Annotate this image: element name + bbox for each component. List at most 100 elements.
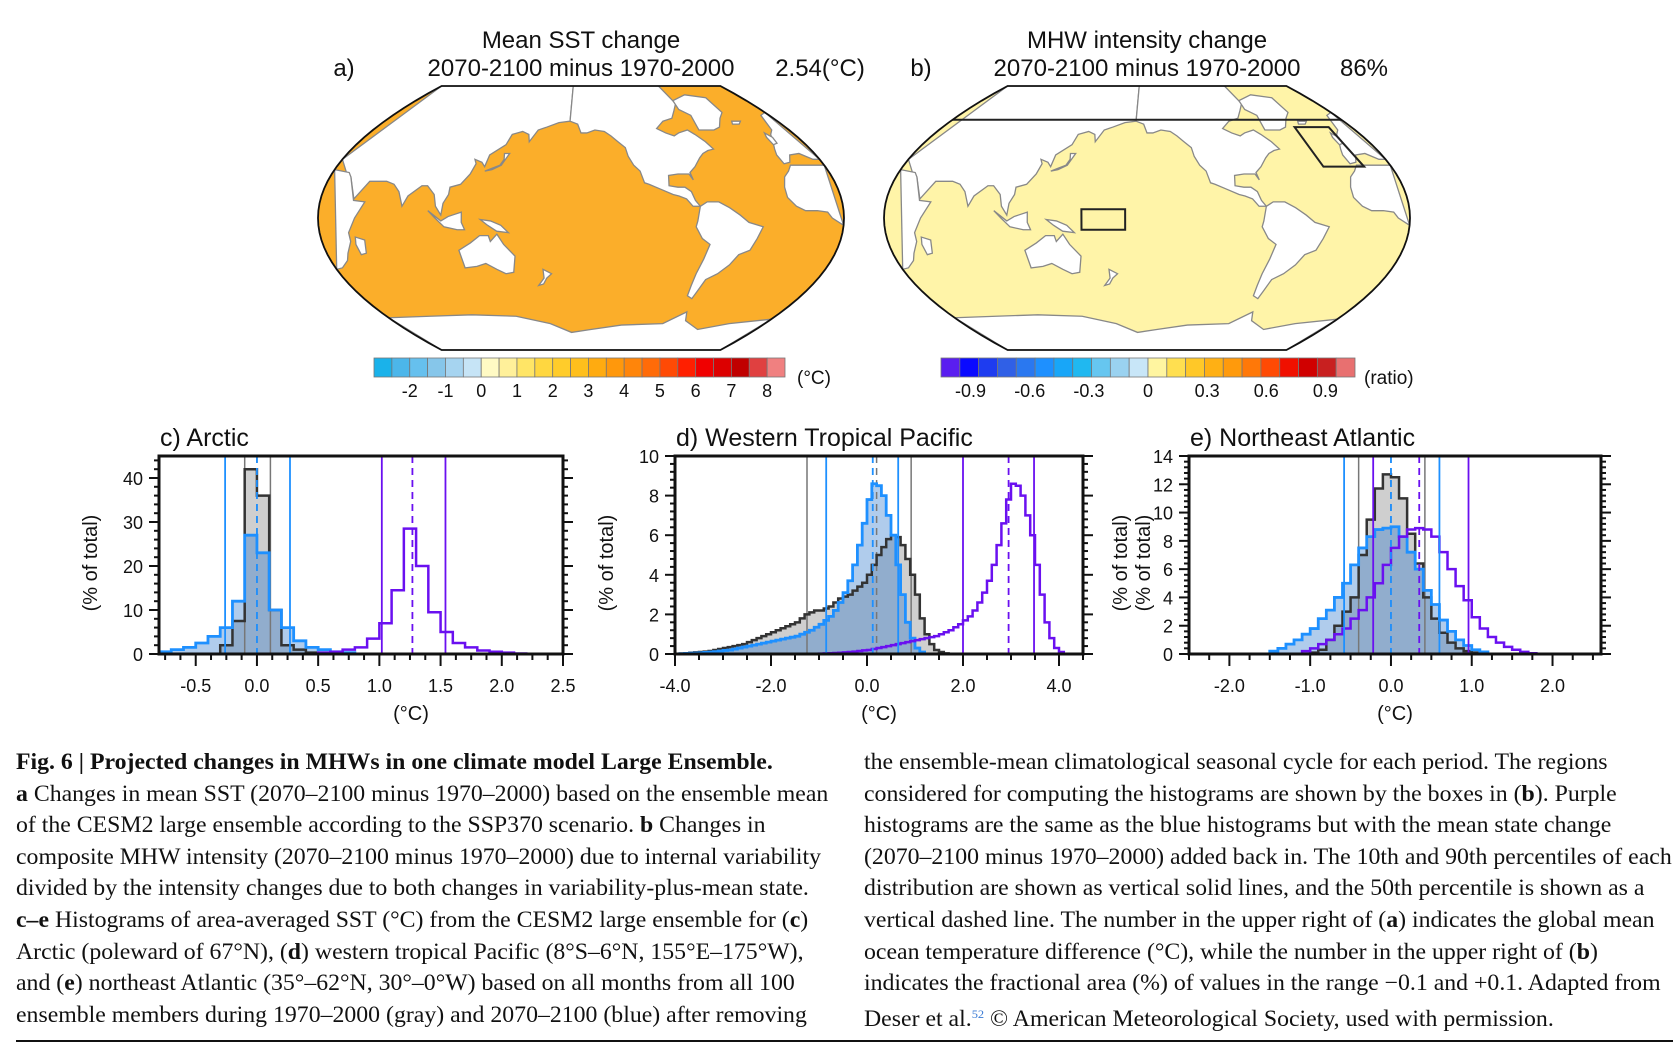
colorbar-tick-label: -0.6 xyxy=(1014,381,1045,401)
caption-line: divided by the intensity changes due to … xyxy=(16,872,828,904)
colorbar-swatch xyxy=(1316,357,1337,378)
colorbar-swatch xyxy=(373,357,393,378)
caption-line-text: of the CESM2 large ensemble according to… xyxy=(16,809,766,841)
plot-frame xyxy=(1187,454,1603,656)
land-guinea xyxy=(1043,218,1077,234)
land-greenland xyxy=(1237,94,1289,131)
colorbar-swatch xyxy=(677,357,697,378)
caption-text: a xyxy=(16,780,28,806)
caption-line: Arctic (poleward of 67°N), (d) western t… xyxy=(16,936,828,968)
caption-text: of the CESM2 large ensemble according to… xyxy=(16,812,640,838)
x-tick-label: -4.0 xyxy=(659,676,690,696)
land-indonesia xyxy=(993,210,1032,231)
y-axis-label: (% of total) xyxy=(596,515,618,612)
y-tick-label: 4 xyxy=(1163,588,1173,608)
caption-line: vertical dashed line. The number in the … xyxy=(864,904,1672,936)
caption-text: Changes in xyxy=(653,812,766,838)
x-tick-label: -2.0 xyxy=(755,676,786,696)
land-australia xyxy=(1024,233,1082,275)
land-namerica xyxy=(1135,86,1281,207)
caption-line-text: ensemble members during 1970–2000 (gray)… xyxy=(16,999,807,1031)
colorbar-swatch xyxy=(1241,357,1262,378)
caption-line-text: Fig. 6 | Projected changes in MHWs in on… xyxy=(16,746,773,778)
caption-text: b xyxy=(1521,780,1535,806)
colorbar-swatch xyxy=(1053,357,1074,378)
y-tick-label: 8 xyxy=(1163,532,1173,552)
colorbar-tick-label: 3 xyxy=(583,381,593,401)
y-tick-label: 2 xyxy=(1163,617,1173,637)
land-indonesia xyxy=(427,210,466,231)
caption-line: (2070–2100 minus 1970–2000) added back i… xyxy=(864,841,1672,873)
ratio-colorbar: -0.9 -0.6 -0.3 0 0.3 0.6 0.9 (ratio) xyxy=(940,357,1414,401)
colorbar-swatch xyxy=(1298,357,1318,378)
plot-frame xyxy=(673,454,1085,656)
gray-histogram-fill xyxy=(675,535,949,654)
caption-line: Fig. 6 | Projected changes in MHWs in on… xyxy=(16,746,828,778)
y-axis-label: (% of total) xyxy=(80,515,102,612)
caption-line-text: vertical dashed line. The number in the … xyxy=(864,904,1655,936)
caption-text: Histograms of area-averaged SST (°C) fro… xyxy=(49,906,790,932)
caption-text: c xyxy=(789,906,801,932)
land-japan xyxy=(1050,152,1077,172)
map-ocean-field xyxy=(318,86,844,350)
region-boxes xyxy=(952,118,1367,231)
colorbar-tick-label: 8 xyxy=(762,381,772,401)
caption-text: Arctic (poleward of 67°N), ( xyxy=(16,938,288,964)
colorbar-swatch xyxy=(1335,357,1356,378)
colorbar-units-label: (°C) xyxy=(797,368,831,389)
caption-text: Fig. 6 | Projected changes in MHWs in on… xyxy=(16,749,773,774)
histogram-western-tropical-pacific: 0 2 4 6 8 10 -4.0 -2.0 0.0 2.0 4.0 d) Western Tropi… xyxy=(596,424,1155,725)
colorbar-tick-label: -1 xyxy=(437,381,453,401)
map-outline xyxy=(883,85,1411,351)
caption-text: (2070–2100 minus 1970–2000) added back i… xyxy=(864,843,1672,869)
map-b-title: MHW intensity change xyxy=(1027,27,1267,54)
caption-line: composite MHW intensity (2070–2100 minus… xyxy=(16,841,828,873)
histogram-northeast-atlantic: 0 2 4 6 8 10 12 14 -2.0 -1.0 0.0 1.0 2.0 e) Northeast… xyxy=(1110,424,1611,725)
caption-text: ensemble members during 1970–2000 (gray)… xyxy=(16,1001,807,1027)
x-axis-label: (°C) xyxy=(861,703,897,725)
x-tick-label: -1.0 xyxy=(1295,676,1326,696)
colorbar-tick-label: 6 xyxy=(691,381,701,401)
land-samerica xyxy=(686,201,765,300)
purple-histogram-outline xyxy=(316,527,528,656)
caption-text: and ( xyxy=(16,970,65,996)
caption-line: Deser et al.52 © American Meteorological… xyxy=(864,999,1672,1031)
x-axis-label: (°C) xyxy=(393,703,429,725)
caption-text: Deser et al. xyxy=(864,1005,972,1031)
y-tick-label: 2 xyxy=(649,605,659,625)
caption-line-text: composite MHW intensity (2070–2100 minus… xyxy=(16,841,821,873)
colorbar-swatch xyxy=(1279,357,1299,378)
caption-text: b xyxy=(1576,938,1590,964)
colorbar-swatch xyxy=(748,357,768,378)
x-tick-label: 1.5 xyxy=(428,676,453,696)
y-tick-label: 0 xyxy=(133,645,143,665)
blue-histogram-outline xyxy=(1268,525,1490,656)
caption-text: divided by the intensity changes due to … xyxy=(16,875,809,901)
colorbar-units-label: (ratio) xyxy=(1364,368,1414,389)
colorbar-swatch xyxy=(588,357,607,378)
colorbar-swatch xyxy=(1128,357,1149,378)
histogram-title: c) Arctic xyxy=(160,424,249,452)
map-panel-a: Mean SST change a) 2070-2100 minus 1970-… xyxy=(317,27,865,401)
y-tick-label: 0 xyxy=(649,645,659,665)
colorbar-swatch xyxy=(445,357,464,378)
caption-text: Changes in mean SST (2070–2100 minus 197… xyxy=(27,780,829,806)
colorbar-swatch xyxy=(1015,357,1036,378)
colorbar-swatch xyxy=(409,357,429,378)
caption-text: a xyxy=(1386,906,1399,932)
colorbar-tick-label: -2 xyxy=(402,381,418,401)
colorbar-swatch xyxy=(534,357,554,378)
land-samerica xyxy=(1252,201,1331,300)
colorbar-tick-label: -0.3 xyxy=(1073,381,1104,401)
map-b-subtitle: 2070-2100 minus 1970-2000 xyxy=(994,55,1301,82)
colorbar-swatch xyxy=(978,357,998,378)
land-nz xyxy=(537,268,553,287)
x-tick-label: 1.0 xyxy=(1459,676,1484,696)
map-panel-b: MHW intensity change b) 2070-2100 minus … xyxy=(883,27,1414,401)
caption-text: composite MHW intensity (2070–2100 minus… xyxy=(16,843,822,869)
y-tick-label: 6 xyxy=(1163,560,1173,580)
caption-line-text: and (e) northeast Atlantic (35°–62°N, 30… xyxy=(16,967,795,999)
colorbar-swatch xyxy=(695,357,714,378)
colorbar-tick-label: 0.6 xyxy=(1254,381,1279,401)
x-tick-label: 2.0 xyxy=(489,676,514,696)
